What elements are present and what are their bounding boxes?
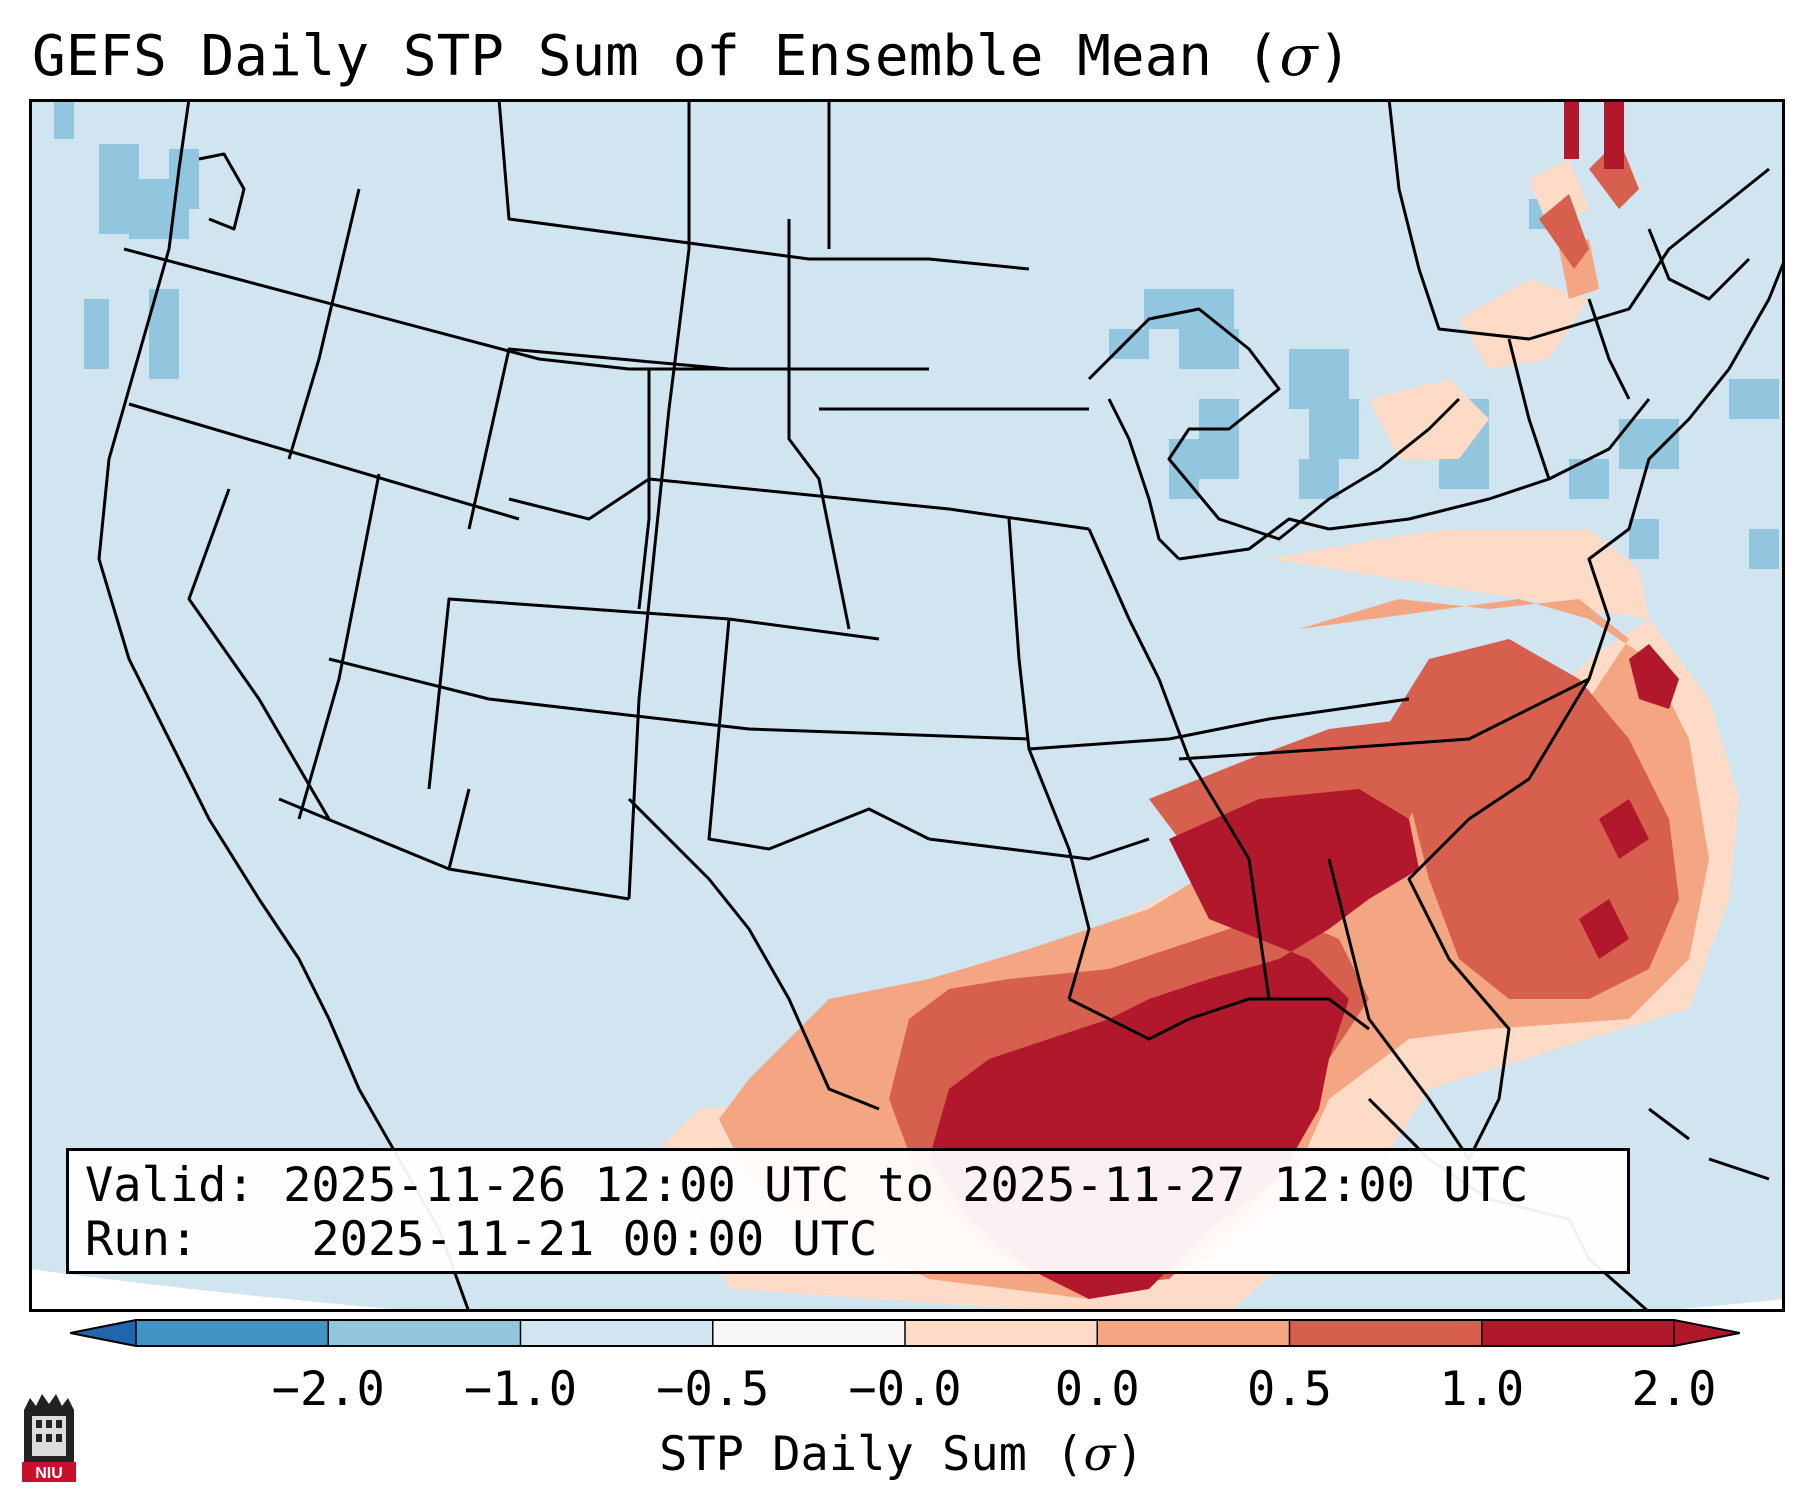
valid-run-infobox: Valid: 2025-11-26 12:00 UTC to 2025-11-2…: [66, 1148, 1630, 1274]
colorbar-segment: [1289, 1320, 1483, 1346]
colorbar-segment: [905, 1320, 1098, 1346]
valid-label: Valid:: [85, 1158, 255, 1213]
map-frame: [29, 99, 1785, 1312]
run-value: 2025-11-21 00:00 UTC: [311, 1212, 878, 1267]
colorbar-tick-label: −0.5: [656, 1362, 770, 1417]
niu-logo: NIU: [22, 1394, 76, 1482]
colorbar-tick-label: −2.0: [271, 1362, 385, 1417]
colorbar-tick-label: −0.0: [848, 1362, 962, 1417]
colorbar-tick-label: 0.5: [1247, 1362, 1332, 1417]
colorbar-tick-label: 2.0: [1631, 1362, 1717, 1417]
valid-row: Valid: 2025-11-26 12:00 UTC to 2025-11-2…: [85, 1159, 1528, 1213]
colorbar: [70, 1319, 1740, 1347]
colorbar-segment: [712, 1320, 906, 1346]
valid-value: 2025-11-26 12:00 UTC to 2025-11-27 12:00…: [283, 1158, 1529, 1213]
colorbar-segment: [1097, 1320, 1290, 1346]
colorbar-extend-high: [1674, 1320, 1740, 1346]
run-row: Run: 2025-11-21 00:00 UTC: [85, 1213, 877, 1267]
colorbar-segment: [520, 1320, 714, 1346]
logo-text: NIU: [35, 1465, 63, 1482]
colorbar-extend-low: [70, 1320, 136, 1346]
stp-map: [29, 99, 1785, 1312]
colorbar-segment: [136, 1320, 329, 1346]
colorbar-segment: [328, 1320, 521, 1346]
colorbar-tick-label: −1.0: [463, 1362, 578, 1417]
chart-title: GEFS Daily STP Sum of Ensemble Mean (σ): [32, 24, 1352, 89]
colorbar-tick-label: 1.0: [1439, 1362, 1525, 1417]
colorbar-label: STP Daily Sum (σ): [659, 1427, 1144, 1482]
colorbar-tick-label: 0.0: [1054, 1362, 1140, 1417]
colorbar-segment: [1481, 1320, 1675, 1346]
run-label: Run:: [85, 1212, 199, 1267]
